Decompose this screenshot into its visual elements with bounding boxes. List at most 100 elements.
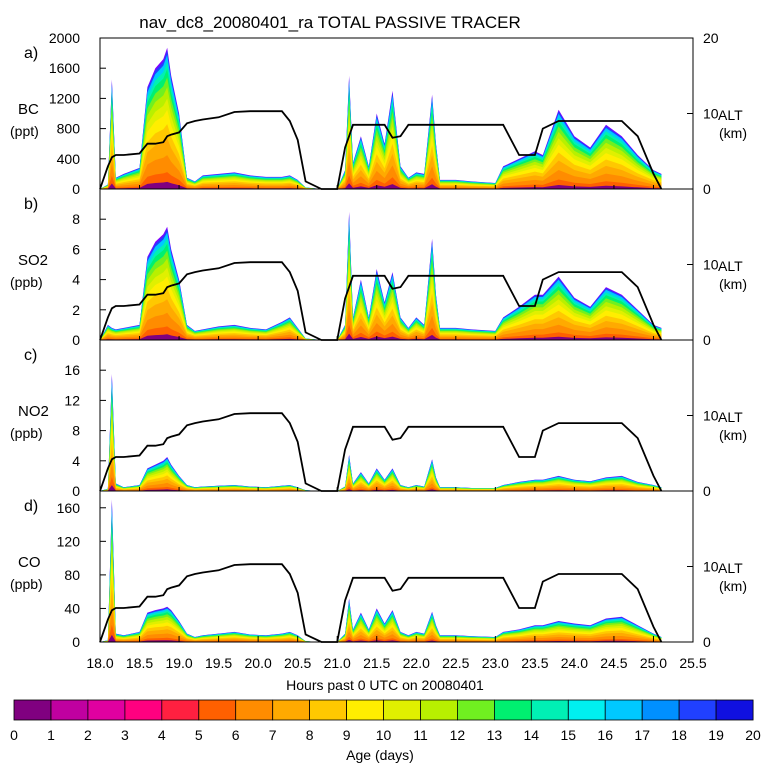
panel-letter: c)	[24, 347, 37, 364]
colorbar-tick-label: 1	[47, 727, 55, 743]
altitude-line	[99, 110, 663, 190]
y-tick-label: 120	[57, 533, 81, 549]
altitude-line	[99, 261, 663, 341]
altitude-line	[99, 412, 663, 492]
colorbar-swatch	[309, 699, 348, 721]
colorbar-tick-label: 7	[269, 727, 277, 743]
colorbar-tick-label: 8	[306, 727, 314, 743]
y-axis-label: BC	[18, 101, 39, 118]
alt-axis-label: ALT	[718, 560, 743, 576]
tracer-age-band-11	[100, 247, 662, 340]
y-tick-label: 0	[72, 181, 80, 197]
y-tick-label: 1600	[49, 60, 80, 76]
colorbar-swatch	[161, 699, 200, 721]
tracer-age-band-6	[100, 309, 662, 340]
x-tick-label: 19.5	[205, 655, 232, 671]
y-axis-label: NO2	[18, 403, 49, 420]
alt-axis-label: ALT	[718, 258, 743, 274]
panel-2: 0 4 8 12 16 0 10 c) NO2 (ppb) ALT (km)	[10, 339, 747, 499]
y-tick-label: 8	[72, 423, 80, 439]
alt-axis-units: (km)	[719, 125, 747, 141]
colorbar-tick-label: 10	[376, 727, 392, 743]
y-tick-label: 4	[72, 453, 80, 469]
tracer-age-band-5	[100, 324, 662, 340]
x-axis-label: Hours past 0 UTC on 20080401	[286, 677, 484, 693]
y-axis-units: (ppb)	[10, 576, 43, 592]
colorbar-tick-label: 4	[158, 727, 166, 743]
tracer-age-band-5	[100, 624, 662, 642]
x-tick-label: 25.0	[640, 655, 667, 671]
tracer-age-band-0	[100, 634, 662, 642]
panel-1: 0 2 4 6 8 0 10 b) SO2 (ppb) ALT (km)	[10, 188, 747, 348]
colorbar-swatch	[383, 699, 421, 721]
y-tick-label: 8	[72, 211, 80, 227]
tracer-age-band-0	[100, 181, 662, 189]
x-tick-label: 24.5	[600, 655, 627, 671]
alt-axis-label: ALT	[718, 409, 743, 425]
colorbar-swatch	[641, 699, 680, 721]
tracer-age-band-0	[100, 333, 662, 340]
panel-letter: b)	[24, 196, 38, 213]
colorbar-tick-label: 9	[343, 727, 351, 743]
tracer-age-band-20	[100, 374, 662, 491]
colorbar-swatch	[50, 699, 89, 721]
y-axis-units: (ppb)	[10, 425, 43, 441]
y-axis-units: (ppb)	[10, 274, 43, 290]
alt-tick-label: 10	[703, 257, 719, 273]
x-tick-label: 20.0	[245, 655, 272, 671]
alt-axis-units: (km)	[719, 276, 747, 292]
colorbar-tick-label: 5	[195, 727, 203, 743]
x-tick-label: 18.0	[86, 655, 113, 671]
colorbar-swatch	[13, 699, 52, 721]
y-tick-label: 2000	[49, 30, 80, 46]
colorbar-swatch	[567, 699, 606, 721]
colorbar-swatch	[272, 699, 311, 721]
tracer-age-band-8	[100, 281, 662, 340]
colorbar-swatch	[87, 699, 126, 721]
colorbar-swatch	[604, 699, 643, 721]
y-tick-label: 400	[57, 151, 81, 167]
alt-axis-units: (km)	[719, 578, 747, 594]
tracer-age-band-18	[100, 376, 662, 491]
tracer-age-band-10	[100, 257, 662, 340]
colorbar-tick-label: 11	[413, 727, 428, 743]
colorbar-tick-label: 19	[708, 727, 724, 743]
y-tick-label: 0	[72, 483, 80, 499]
x-tick-label: 21.5	[363, 655, 390, 671]
alt-tick-label: 0	[703, 181, 711, 197]
x-tick-label: 22.0	[403, 655, 430, 671]
y-tick-label: 0	[72, 634, 80, 650]
y-tick-label: 800	[57, 121, 81, 137]
y-tick-label: 6	[72, 241, 80, 257]
tracer-age-band-9	[100, 268, 662, 340]
y-axis-units: (ppt)	[10, 123, 39, 139]
alt-tick-label: 0	[703, 332, 711, 348]
y-axis-label: CO	[18, 554, 41, 571]
x-tick-label: 18.5	[126, 655, 153, 671]
tracer-age-band-5	[100, 477, 662, 491]
panel-letter: d)	[24, 498, 38, 515]
y-tick-label: 4	[72, 272, 80, 288]
tracer-age-band-7	[100, 293, 662, 340]
plot-frame	[99, 339, 694, 492]
colorbar-label: Age (days)	[346, 747, 414, 763]
chart-title: nav_dc8_20080401_ra TOTAL PASSIVE TRACER	[139, 13, 520, 32]
colorbar-tick-label: 15	[561, 727, 577, 743]
x-tick-label: 19.0	[165, 655, 192, 671]
colorbar-swatch	[198, 699, 237, 721]
y-tick-label: 1200	[49, 90, 80, 106]
colorbar-swatch	[420, 699, 458, 721]
colorbar-tick-label: 18	[671, 727, 687, 743]
y-tick-label: 2	[72, 302, 80, 318]
y-tick-label: 16	[64, 362, 80, 378]
alt-axis-units: (km)	[719, 427, 747, 443]
x-tick-label: 23.0	[482, 655, 509, 671]
panel-0: 0 400 800 1200 1600 2000 0 10 20 a) BC (ppt) ALT (km)	[10, 30, 747, 197]
colorbar-swatch	[346, 699, 385, 721]
tracer-age-band-0	[100, 485, 662, 491]
colorbar-tick-label: 13	[487, 727, 503, 743]
colorbar-swatch	[235, 699, 274, 721]
colorbar-tick-label: 20	[745, 727, 761, 743]
colorbar-swatch	[530, 699, 569, 721]
